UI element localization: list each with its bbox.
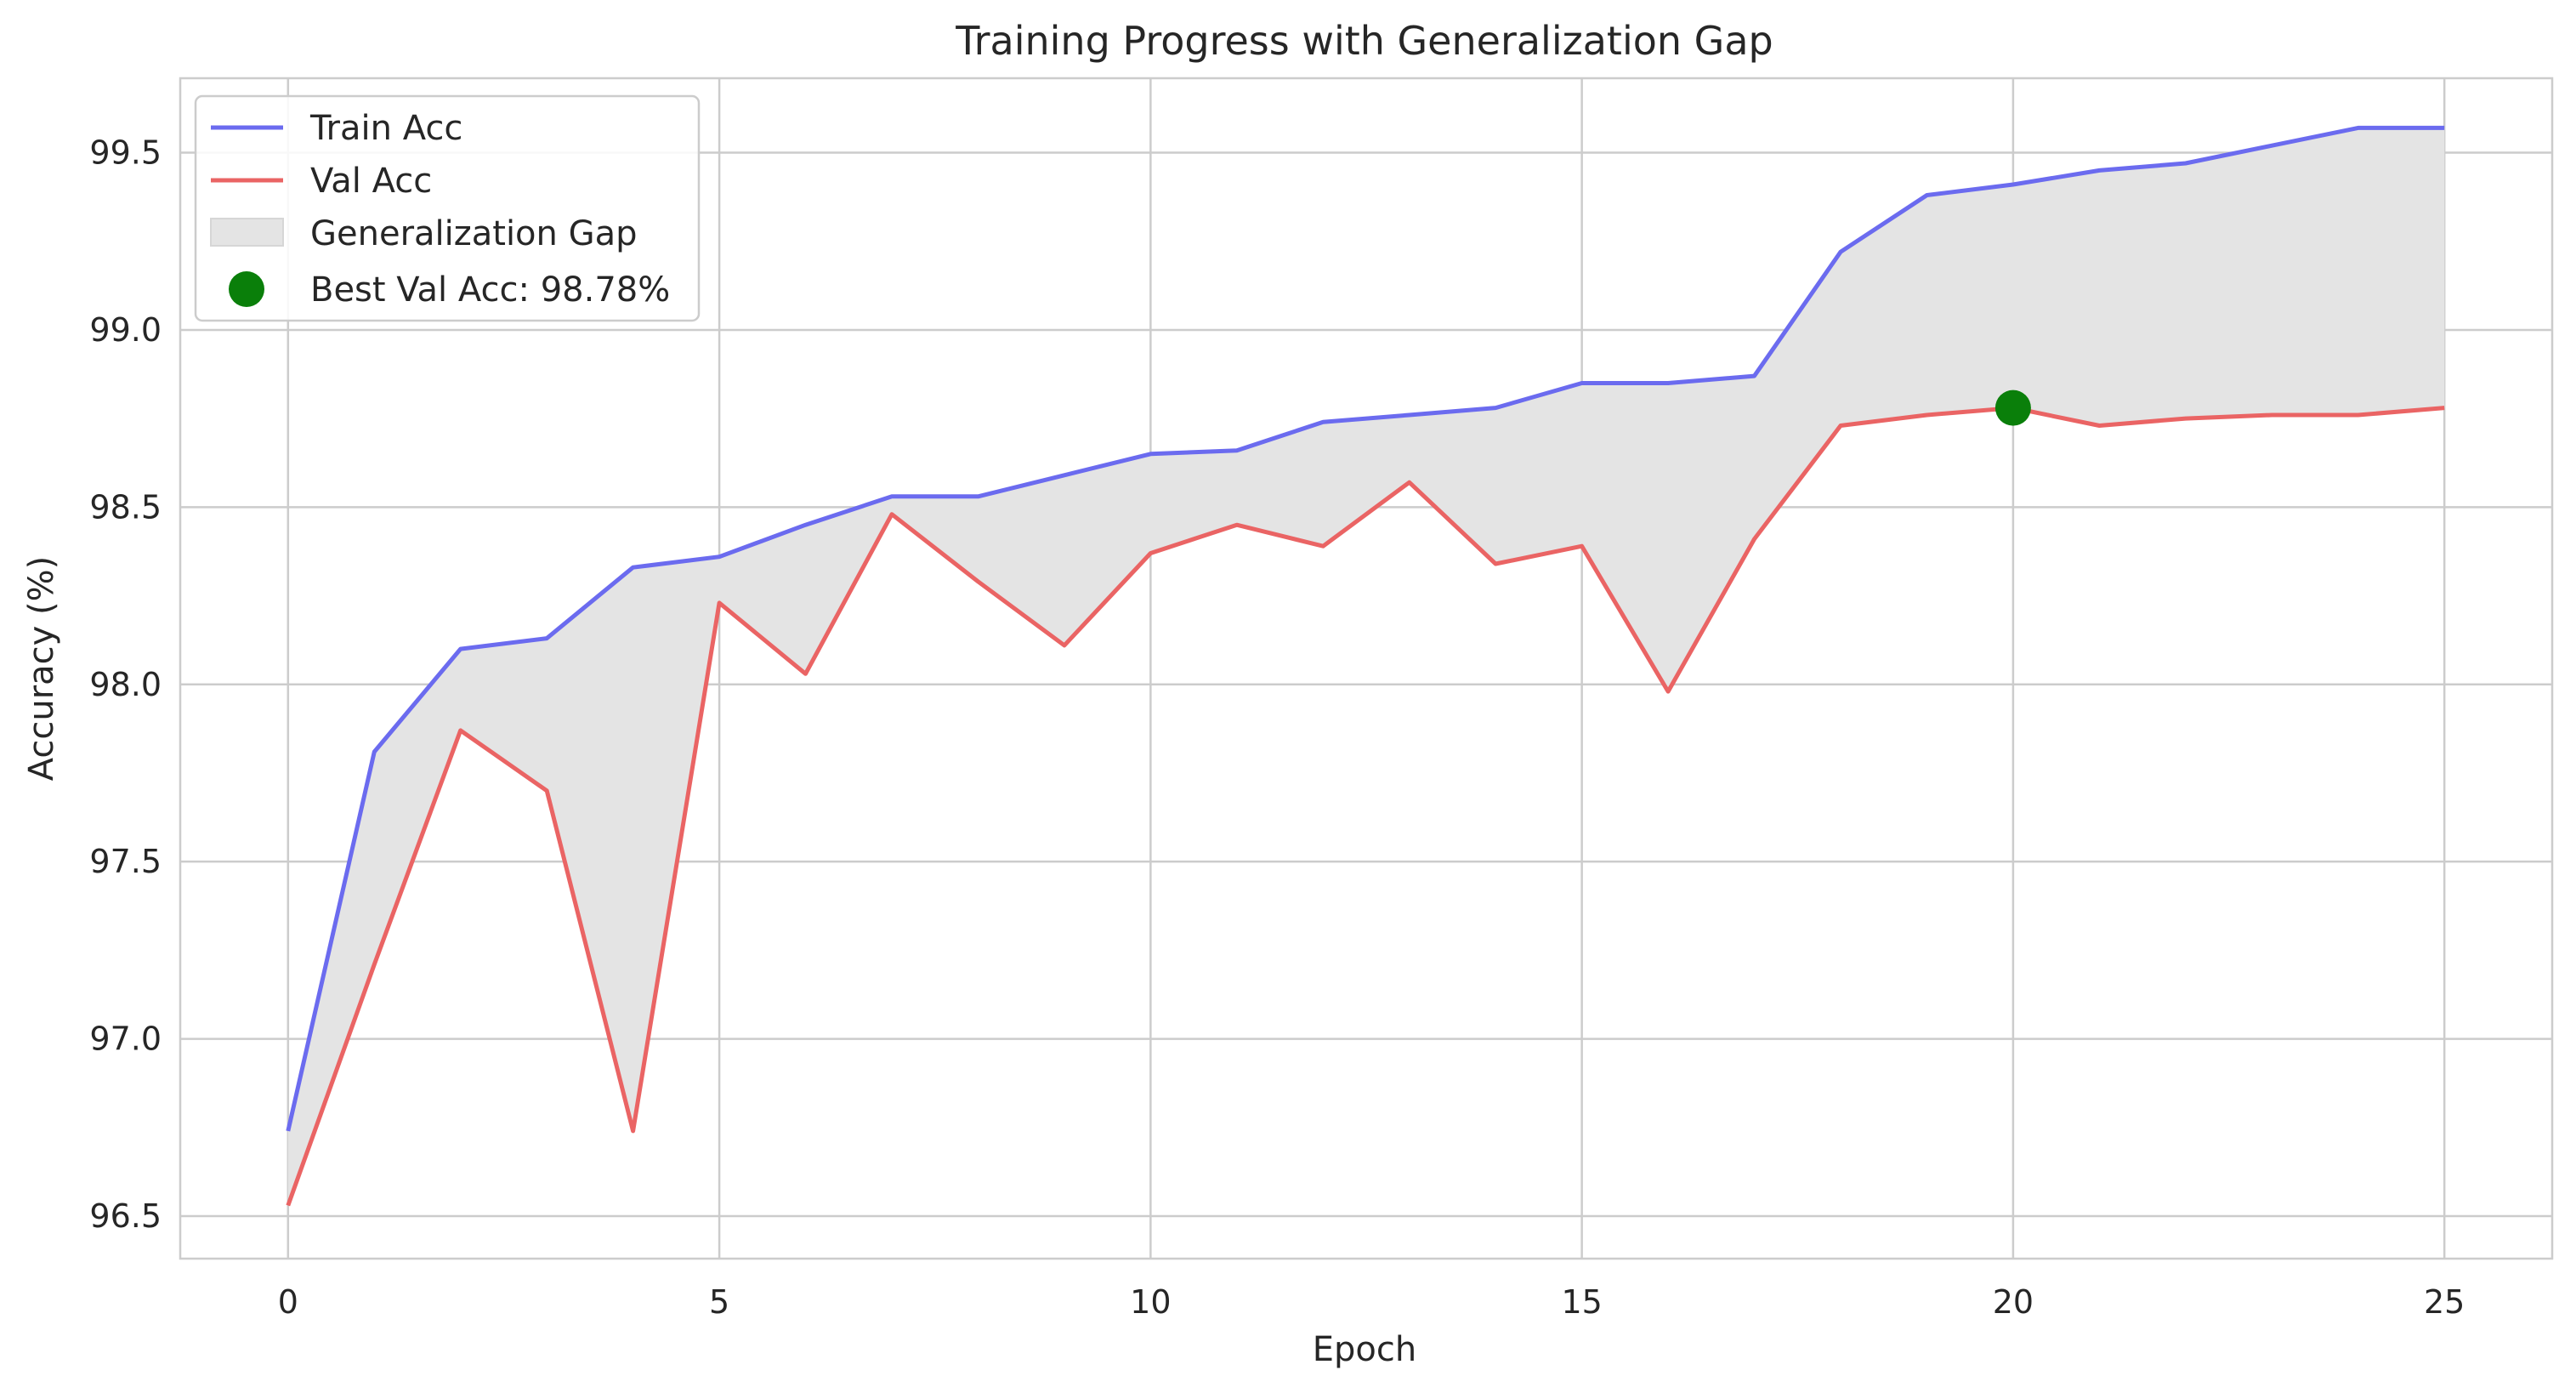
- y-tick-label: 96.5: [89, 1197, 162, 1235]
- chart-title: Training Progress with Generalization Ga…: [955, 18, 1773, 64]
- legend-label-train-acc: Train Acc: [309, 109, 462, 148]
- y-axis-label: Accuracy (%): [22, 556, 61, 782]
- legend-swatch-generalization-gap: [210, 218, 284, 247]
- y-tick-label: 98.5: [89, 488, 162, 526]
- legend-label-val-acc: Val Acc: [310, 162, 432, 201]
- series-line-train-acc: [286, 125, 2445, 1132]
- legend-box: [194, 94, 701, 322]
- y-tick-label: 99.5: [89, 134, 162, 172]
- y-tick-label: 97.5: [89, 843, 162, 880]
- x-tick-label: 25: [2424, 1283, 2465, 1321]
- generalization-gap-fill: [287, 128, 2445, 1206]
- x-tick-label: 10: [1130, 1283, 1171, 1321]
- legend-swatch-best-val-acc: [229, 271, 264, 307]
- legend-label-best-val-acc: Best Val Acc: 98.78%: [310, 270, 670, 310]
- x-tick-label: 20: [1993, 1283, 2034, 1321]
- y-axis-ticks: 96.5 97.0 97.5 98.0 98.5 99.0 99.5: [89, 134, 162, 1235]
- x-tick-label: 5: [709, 1283, 729, 1321]
- x-tick-label: 15: [1561, 1283, 1602, 1321]
- best-val-acc-marker: [1994, 389, 2031, 426]
- plot-frame: [179, 77, 2554, 1260]
- legend: Train Acc Val Acc Generalization Gap Bes…: [194, 94, 701, 322]
- series-line-val-acc: [286, 406, 2445, 1207]
- x-axis-label: Epoch: [1313, 1330, 1416, 1369]
- x-axis-ticks: 0 5 10 15 20 25: [278, 1283, 2465, 1321]
- x-tick-label: 0: [278, 1283, 298, 1321]
- legend-label-generalization-gap: Generalization Gap: [310, 214, 638, 253]
- y-tick-label: 98.0: [89, 666, 162, 703]
- y-tick-label: 99.0: [89, 311, 162, 349]
- y-tick-label: 97.0: [89, 1021, 162, 1058]
